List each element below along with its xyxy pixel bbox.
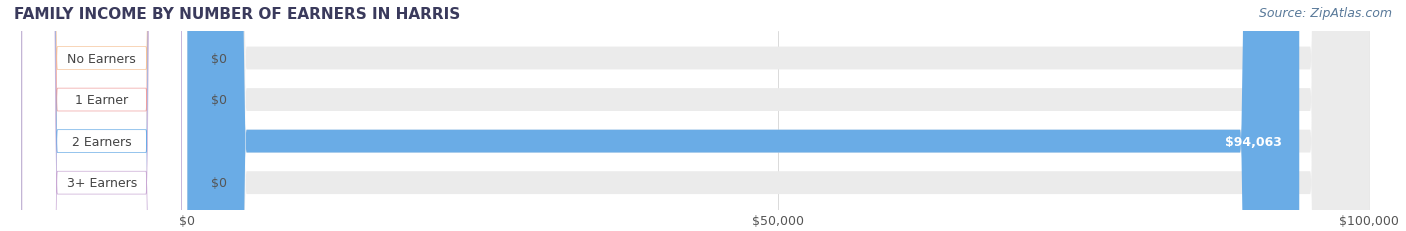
FancyBboxPatch shape — [187, 0, 1369, 231]
FancyBboxPatch shape — [187, 0, 1369, 231]
Text: $0: $0 — [211, 176, 226, 189]
FancyBboxPatch shape — [22, 0, 181, 231]
Text: $94,063: $94,063 — [1225, 135, 1281, 148]
FancyBboxPatch shape — [187, 0, 1369, 231]
FancyBboxPatch shape — [22, 0, 181, 231]
Text: $0: $0 — [211, 94, 226, 106]
Text: 1 Earner: 1 Earner — [75, 94, 128, 106]
Text: $0: $0 — [211, 52, 226, 65]
Text: 2 Earners: 2 Earners — [72, 135, 132, 148]
FancyBboxPatch shape — [187, 0, 1299, 231]
Text: No Earners: No Earners — [67, 52, 136, 65]
FancyBboxPatch shape — [22, 0, 181, 231]
Text: Source: ZipAtlas.com: Source: ZipAtlas.com — [1258, 7, 1392, 20]
FancyBboxPatch shape — [22, 0, 181, 231]
Text: FAMILY INCOME BY NUMBER OF EARNERS IN HARRIS: FAMILY INCOME BY NUMBER OF EARNERS IN HA… — [14, 7, 460, 22]
FancyBboxPatch shape — [187, 0, 1369, 231]
Text: 3+ Earners: 3+ Earners — [66, 176, 136, 189]
